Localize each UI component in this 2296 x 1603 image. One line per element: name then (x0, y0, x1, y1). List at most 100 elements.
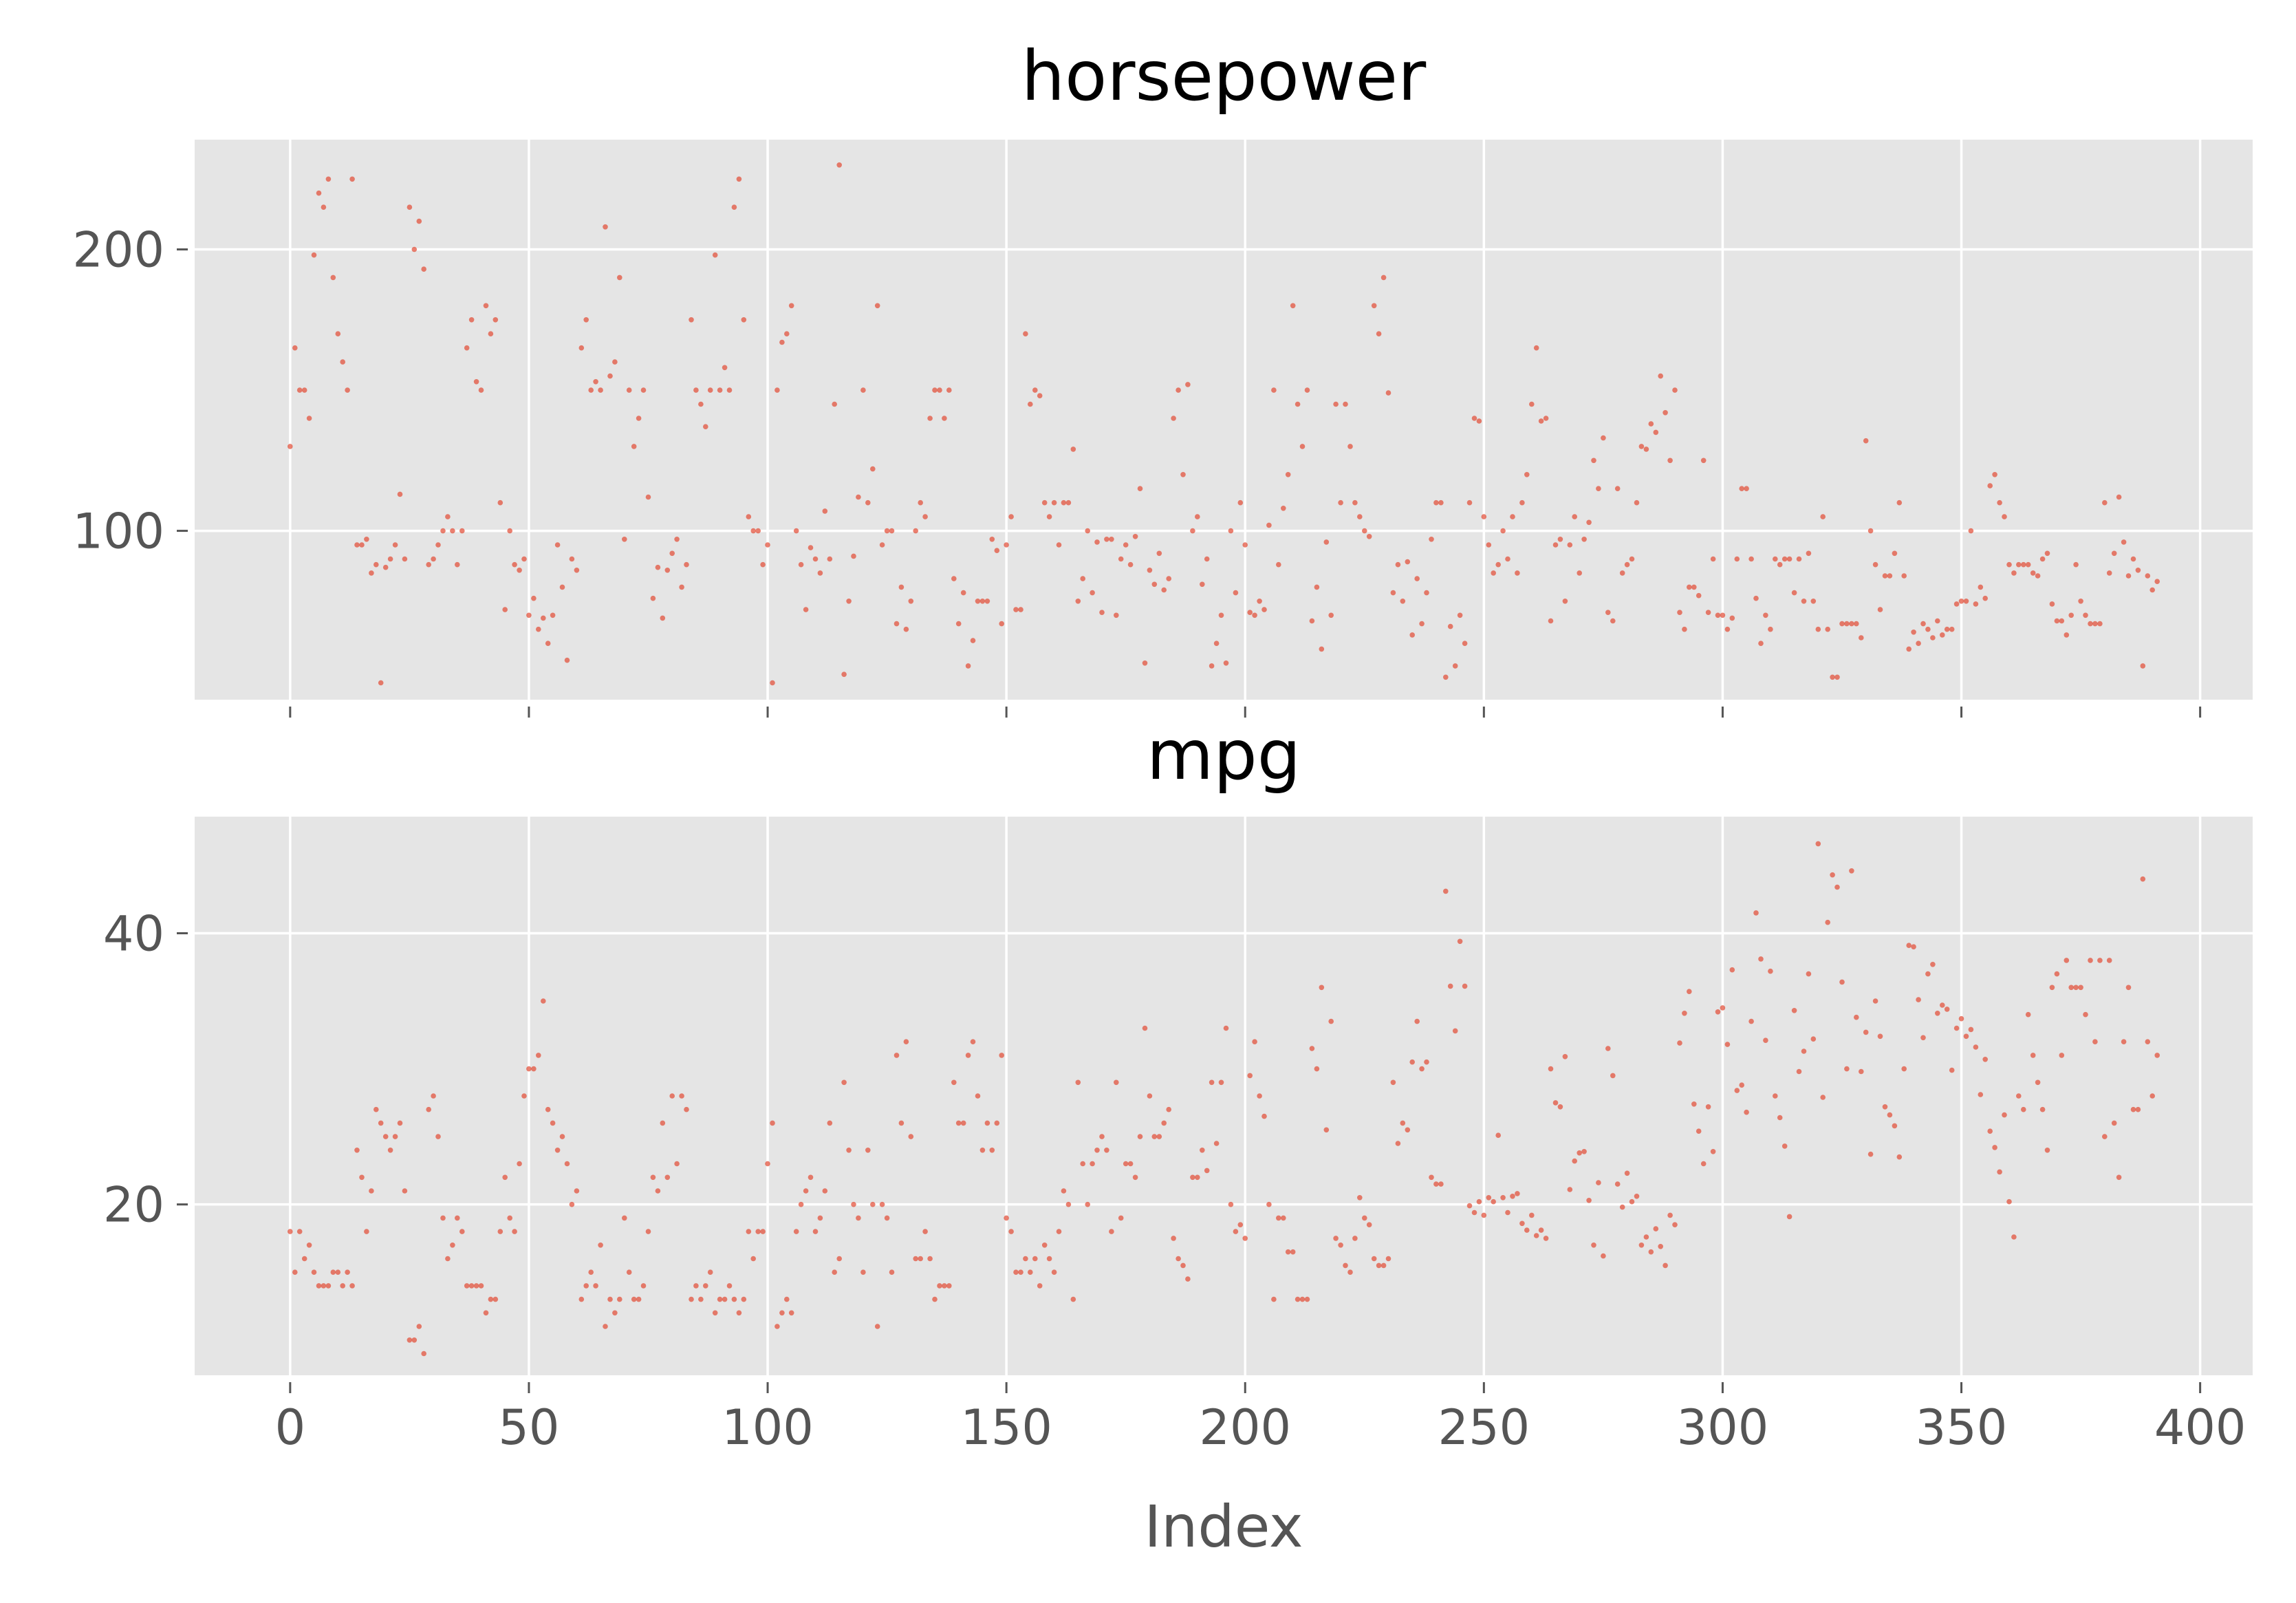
data-point (965, 1053, 971, 1058)
data-point (970, 638, 976, 643)
data-point (1433, 499, 1439, 506)
data-point (765, 1161, 770, 1167)
data-point (703, 424, 708, 429)
data-point (1978, 584, 1984, 590)
data-point (492, 1296, 499, 1302)
data-point (526, 1066, 532, 1072)
data-point (1099, 1134, 1105, 1139)
data-point (536, 626, 541, 632)
data-point (1896, 499, 1903, 506)
data-point (1658, 1244, 1663, 1249)
data-point (378, 680, 384, 686)
data-point (798, 1201, 804, 1207)
data-point (431, 556, 436, 562)
data-point (569, 556, 575, 562)
data-point (517, 568, 522, 573)
data-point (1085, 528, 1090, 534)
data-point (2111, 1120, 2117, 1126)
data-point (1385, 390, 1391, 396)
data-point (1237, 499, 1244, 506)
data-point (468, 1283, 475, 1289)
data-point (2059, 618, 2065, 624)
data-point (884, 1215, 890, 1221)
data-point (975, 599, 981, 604)
data-point (545, 1106, 551, 1112)
data-point (1486, 1195, 1492, 1201)
data-point (1462, 641, 1468, 646)
mpg-tick-marks (177, 932, 2202, 1393)
data-point (1347, 444, 1353, 449)
data-point (770, 1120, 775, 1126)
data-point (1290, 303, 1296, 309)
data-point (1462, 983, 1468, 989)
data-point (1142, 1025, 1148, 1031)
data-point (288, 1229, 293, 1234)
data-point (1872, 998, 1878, 1004)
data-point (1343, 1262, 1348, 1269)
data-point (937, 1283, 942, 1289)
data-point (1195, 1174, 1200, 1181)
data-point (779, 339, 785, 345)
x-tick-label: 400 (2154, 1399, 2246, 1456)
data-point (984, 599, 990, 604)
data-point (1409, 632, 1415, 638)
data-point (1920, 1035, 1926, 1041)
data-point (1123, 542, 1129, 548)
data-point (1663, 410, 1668, 416)
data-point (775, 387, 780, 393)
data-point (903, 1039, 909, 1044)
data-point (1791, 590, 1797, 596)
data-point (841, 1079, 847, 1086)
data-point (1591, 1242, 1596, 1248)
data-point (1314, 1066, 1320, 1072)
data-point (564, 1161, 570, 1167)
data-point (1572, 1158, 1577, 1164)
data-point (1090, 590, 1095, 596)
data-point (2064, 632, 2070, 638)
data-point (1018, 1269, 1024, 1275)
data-point (588, 1269, 594, 1275)
data-point (1195, 514, 1200, 519)
data-point (1973, 601, 1979, 607)
data-point (1075, 599, 1081, 604)
data-point (937, 387, 942, 393)
data-point (1519, 1220, 1525, 1227)
data-point (1319, 646, 1325, 652)
data-point (979, 599, 986, 604)
data-point (1920, 621, 1926, 627)
data-point (984, 1120, 990, 1126)
data-point (335, 331, 341, 337)
data-point (483, 303, 489, 309)
data-point (775, 1324, 780, 1329)
data-point (1452, 1028, 1458, 1034)
data-point (1142, 660, 1148, 666)
data-point (1429, 537, 1434, 542)
data-point (1786, 1214, 1793, 1220)
data-point (1200, 1148, 1205, 1153)
data-point (1648, 421, 1654, 427)
data-point (1061, 499, 1067, 506)
data-point (1481, 1212, 1487, 1218)
data-point (755, 1229, 761, 1234)
data-point (1882, 573, 1888, 579)
data-point (1424, 590, 1429, 596)
data-point (1629, 1198, 1635, 1205)
data-point (707, 387, 713, 393)
data-point (578, 1296, 585, 1302)
data-point (1471, 416, 1477, 421)
data-point (459, 528, 465, 534)
data-point (722, 1296, 728, 1302)
data-point (1090, 1161, 1095, 1167)
data-point (1577, 1150, 1582, 1156)
data-point (1395, 1141, 1401, 1146)
data-point (2035, 1079, 2041, 1086)
data-point (1944, 626, 1950, 632)
data-point (2021, 1106, 2026, 1112)
data-point (846, 599, 852, 604)
data-point (1252, 1039, 1257, 1044)
data-point (827, 556, 833, 562)
data-point (1720, 612, 1726, 618)
data-point (960, 590, 966, 596)
